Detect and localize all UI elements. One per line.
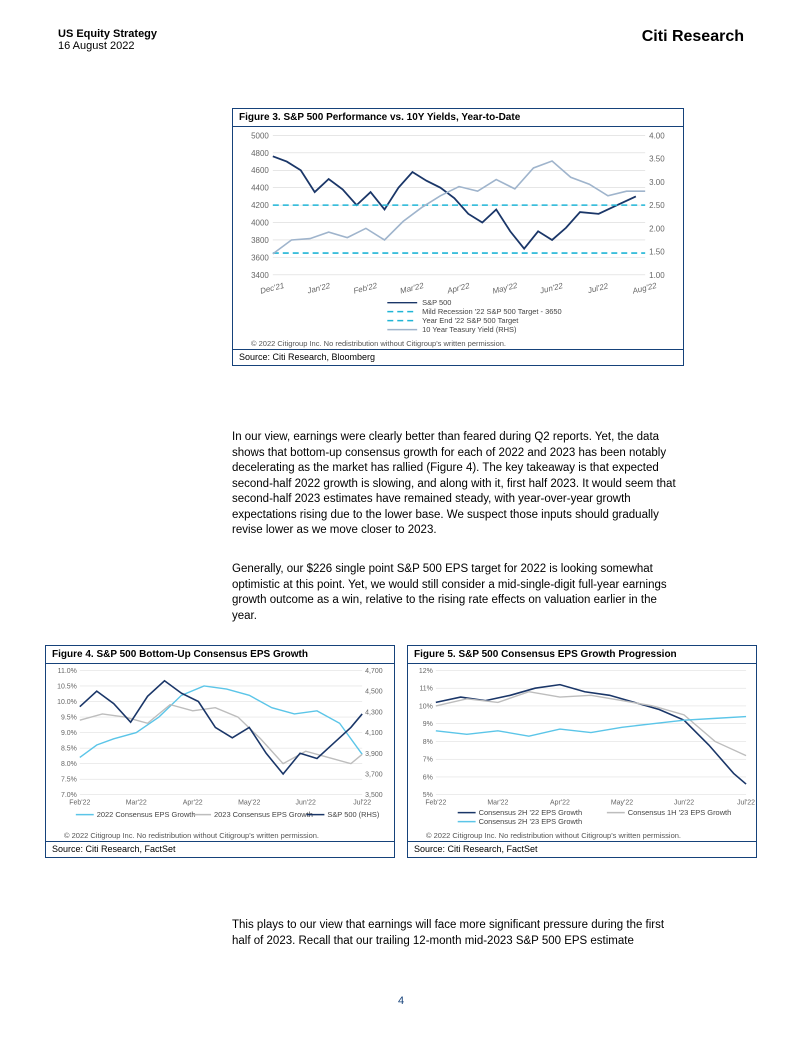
svg-text:1.50: 1.50 (649, 248, 665, 257)
svg-text:Feb'22: Feb'22 (425, 800, 446, 807)
doc-title: US Equity Strategy (58, 28, 157, 40)
svg-text:4000: 4000 (251, 219, 269, 228)
svg-text:5000: 5000 (251, 131, 269, 140)
figure-row: Figure 4. S&P 500 Bottom-Up Consensus EP… (45, 645, 757, 858)
svg-text:3,700: 3,700 (365, 771, 383, 778)
svg-text:3,500: 3,500 (365, 792, 383, 799)
svg-text:12%: 12% (419, 668, 433, 675)
svg-text:3800: 3800 (251, 236, 269, 245)
svg-text:2022 Consensus EPS Growth: 2022 Consensus EPS Growth (97, 810, 196, 819)
page-header: US Equity Strategy 16 August 2022 Citi R… (58, 28, 744, 52)
svg-text:Jul'22: Jul'22 (353, 800, 371, 807)
svg-text:Mar'22: Mar'22 (399, 281, 425, 296)
page-number: 4 (0, 995, 802, 1007)
svg-text:S&P 500 (RHS): S&P 500 (RHS) (327, 810, 379, 819)
figure-5-source: Source: Citi Research, FactSet (408, 841, 756, 857)
svg-text:4,500: 4,500 (365, 689, 383, 696)
svg-text:Mar'22: Mar'22 (487, 800, 508, 807)
svg-text:Jun'22: Jun'22 (296, 800, 316, 807)
svg-text:10.0%: 10.0% (57, 699, 77, 706)
svg-text:7%: 7% (423, 757, 433, 764)
svg-text:11%: 11% (419, 686, 432, 693)
svg-text:8.0%: 8.0% (61, 761, 77, 768)
svg-text:Mild Recession '22 S&P 500 Tar: Mild Recession '22 S&P 500 Target - 3650 (422, 307, 562, 316)
figure-3-copyright: © 2022 Citigroup Inc. No redistribution … (233, 337, 683, 349)
brand-name: Citi Research (642, 28, 744, 46)
svg-text:Apr'22: Apr'22 (550, 800, 570, 807)
body-paragraph-2: Generally, our $226 single point S&P 500… (232, 562, 684, 624)
svg-text:5%: 5% (423, 792, 433, 799)
svg-text:10%: 10% (419, 703, 433, 710)
svg-text:May'22: May'22 (611, 800, 633, 807)
svg-text:Jul'22: Jul'22 (737, 800, 755, 807)
svg-text:8.5%: 8.5% (61, 746, 77, 753)
svg-text:S&P 500: S&P 500 (422, 298, 451, 307)
svg-text:4600: 4600 (251, 166, 269, 175)
figure-3-source: Source: Citi Research, Bloomberg (233, 349, 683, 365)
figure-4: Figure 4. S&P 500 Bottom-Up Consensus EP… (45, 645, 395, 858)
svg-text:Aug'22: Aug'22 (631, 281, 658, 296)
svg-text:2.00: 2.00 (649, 224, 665, 233)
svg-text:7.0%: 7.0% (61, 792, 77, 799)
svg-text:9%: 9% (423, 721, 433, 728)
header-left: US Equity Strategy 16 August 2022 (58, 28, 157, 52)
figure-5-chart: 5% 6% 7% 8% 9% 10% 11% 12% Feb'22 Mar'22 Apr'22 May… (408, 664, 756, 829)
svg-text:10 Year Teasury Yield (RHS): 10 Year Teasury Yield (RHS) (422, 325, 517, 334)
svg-text:10.5%: 10.5% (57, 683, 77, 690)
svg-text:Consensus 1H '23 EPS Growth: Consensus 1H '23 EPS Growth (628, 808, 732, 817)
svg-text:11.0%: 11.0% (58, 668, 77, 675)
svg-text:3400: 3400 (251, 271, 269, 280)
body-paragraph-3: This plays to our view that earnings wil… (232, 918, 684, 949)
svg-text:3,900: 3,900 (365, 751, 383, 758)
svg-text:3600: 3600 (251, 253, 269, 262)
svg-text:Year End '22 S&P 500 Target: Year End '22 S&P 500 Target (422, 316, 519, 325)
figure-4-source: Source: Citi Research, FactSet (46, 841, 394, 857)
figure-4-chart: 7.0% 7.5% 8.0% 8.5% 9.0% 9.5% 10.0% 10.5% 11.0% 3… (46, 664, 394, 829)
svg-text:Mar'22: Mar'22 (126, 800, 147, 807)
svg-text:May'22: May'22 (492, 281, 519, 296)
svg-text:Jan'22: Jan'22 (305, 281, 331, 296)
svg-text:3.00: 3.00 (649, 178, 665, 187)
figure-5-copyright: © 2022 Citigroup Inc. No redistribution … (408, 829, 756, 841)
svg-text:Feb'22: Feb'22 (69, 800, 90, 807)
svg-text:9.0%: 9.0% (61, 730, 77, 737)
svg-text:4,300: 4,300 (365, 709, 383, 716)
svg-text:May'22: May'22 (238, 800, 260, 807)
svg-text:4,100: 4,100 (365, 730, 383, 737)
svg-text:2023 Consensus EPS Growth: 2023 Consensus EPS Growth (214, 810, 313, 819)
svg-text:6%: 6% (423, 774, 433, 781)
figure-3-title: Figure 3. S&P 500 Performance vs. 10Y Yi… (233, 109, 683, 127)
svg-text:4200: 4200 (251, 201, 269, 210)
svg-text:7.5%: 7.5% (61, 777, 77, 784)
svg-text:Consensus 2H '23 EPS Growth: Consensus 2H '23 EPS Growth (479, 817, 583, 826)
svg-text:Jun'22: Jun'22 (538, 281, 564, 296)
svg-text:4400: 4400 (251, 184, 269, 193)
figure-4-copyright: © 2022 Citigroup Inc. No redistribution … (46, 829, 394, 841)
doc-date: 16 August 2022 (58, 40, 157, 52)
svg-text:2.50: 2.50 (649, 201, 665, 210)
svg-text:Jun'22: Jun'22 (674, 800, 694, 807)
svg-text:3.50: 3.50 (649, 155, 665, 164)
svg-text:Feb'22: Feb'22 (353, 281, 379, 296)
svg-text:Apr'22: Apr'22 (183, 800, 203, 807)
svg-text:8%: 8% (423, 739, 433, 746)
figure-3-chart: 3400 3600 3800 4000 4200 4400 4600 4800 5000 1.00… (233, 127, 683, 337)
body-paragraph-1: In our view, earnings were clearly bette… (232, 430, 684, 539)
figure-3: Figure 3. S&P 500 Performance vs. 10Y Yi… (232, 108, 684, 366)
svg-text:4.00: 4.00 (649, 131, 665, 140)
svg-text:9.5%: 9.5% (61, 715, 77, 722)
svg-text:4,700: 4,700 (365, 668, 383, 675)
svg-text:Jul'22: Jul'22 (586, 281, 610, 295)
svg-text:4800: 4800 (251, 149, 269, 158)
svg-text:Dec'21: Dec'21 (259, 281, 285, 296)
svg-text:1.00: 1.00 (649, 271, 665, 280)
figure-5-title: Figure 5. S&P 500 Consensus EPS Growth P… (408, 646, 756, 664)
svg-text:Consensus 2H '22 EPS Growth: Consensus 2H '22 EPS Growth (479, 808, 583, 817)
figure-4-title: Figure 4. S&P 500 Bottom-Up Consensus EP… (46, 646, 394, 664)
svg-text:Apr'22: Apr'22 (445, 281, 471, 296)
figure-5: Figure 5. S&P 500 Consensus EPS Growth P… (407, 645, 757, 858)
